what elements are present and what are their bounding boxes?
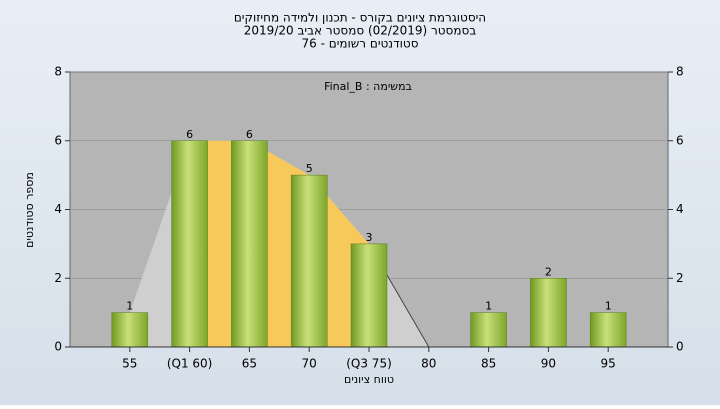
bar [171, 140, 208, 348]
chart-subtitle: בסמסטר (02/2019) סמסטר אביב 2019/20 [244, 24, 476, 38]
x-tick-label: 70 [302, 357, 317, 371]
value-label: 6 [246, 128, 253, 141]
bar [350, 243, 388, 348]
x-axis-label: טווח ציונים [344, 373, 394, 386]
x-tick-label: 85 [481, 357, 496, 371]
value-label: 3 [366, 231, 373, 244]
y2-tick-label: 8 [676, 65, 684, 79]
value-label: 1 [605, 300, 612, 313]
x-tick-label: (Q1 60) [167, 357, 213, 371]
y2-tick-label: 0 [676, 340, 684, 354]
bar [111, 312, 149, 348]
x-tick-label: 80 [421, 357, 436, 371]
value-label: 1 [485, 300, 492, 313]
y2-tick-label: 4 [676, 202, 684, 216]
value-label: 5 [306, 162, 313, 175]
bar [231, 140, 268, 348]
y-tick-label: 6 [54, 133, 62, 147]
value-label: 2 [545, 265, 552, 278]
x-tick-label: 65 [242, 357, 257, 371]
x-tick-label: (Q3 75) [346, 357, 392, 371]
y-tick-label: 8 [54, 65, 62, 79]
x-tick-label: 90 [541, 357, 556, 371]
y-axis-label: מספר סטודנטים [23, 172, 36, 248]
value-label: 6 [186, 128, 193, 141]
annotation: Final_B : במשימה [324, 80, 412, 93]
chart-subtitle: סטודנטים רשומים - 76 [301, 37, 418, 51]
bar [589, 312, 627, 348]
bar [290, 174, 328, 348]
x-tick-label: 55 [122, 357, 137, 371]
bar [470, 312, 507, 348]
y2-tick-label: 2 [676, 271, 684, 285]
bar [530, 278, 567, 348]
y-tick-label: 0 [54, 340, 62, 354]
y-tick-label: 4 [54, 202, 62, 216]
y2-tick-label: 6 [676, 133, 684, 147]
value-label: 1 [126, 300, 133, 313]
chart-title: היסטוגרמת ציונים בקורס - תכנון ולמידה מח… [234, 11, 486, 25]
y-tick-label: 2 [54, 271, 62, 285]
x-tick-label: 95 [601, 357, 616, 371]
